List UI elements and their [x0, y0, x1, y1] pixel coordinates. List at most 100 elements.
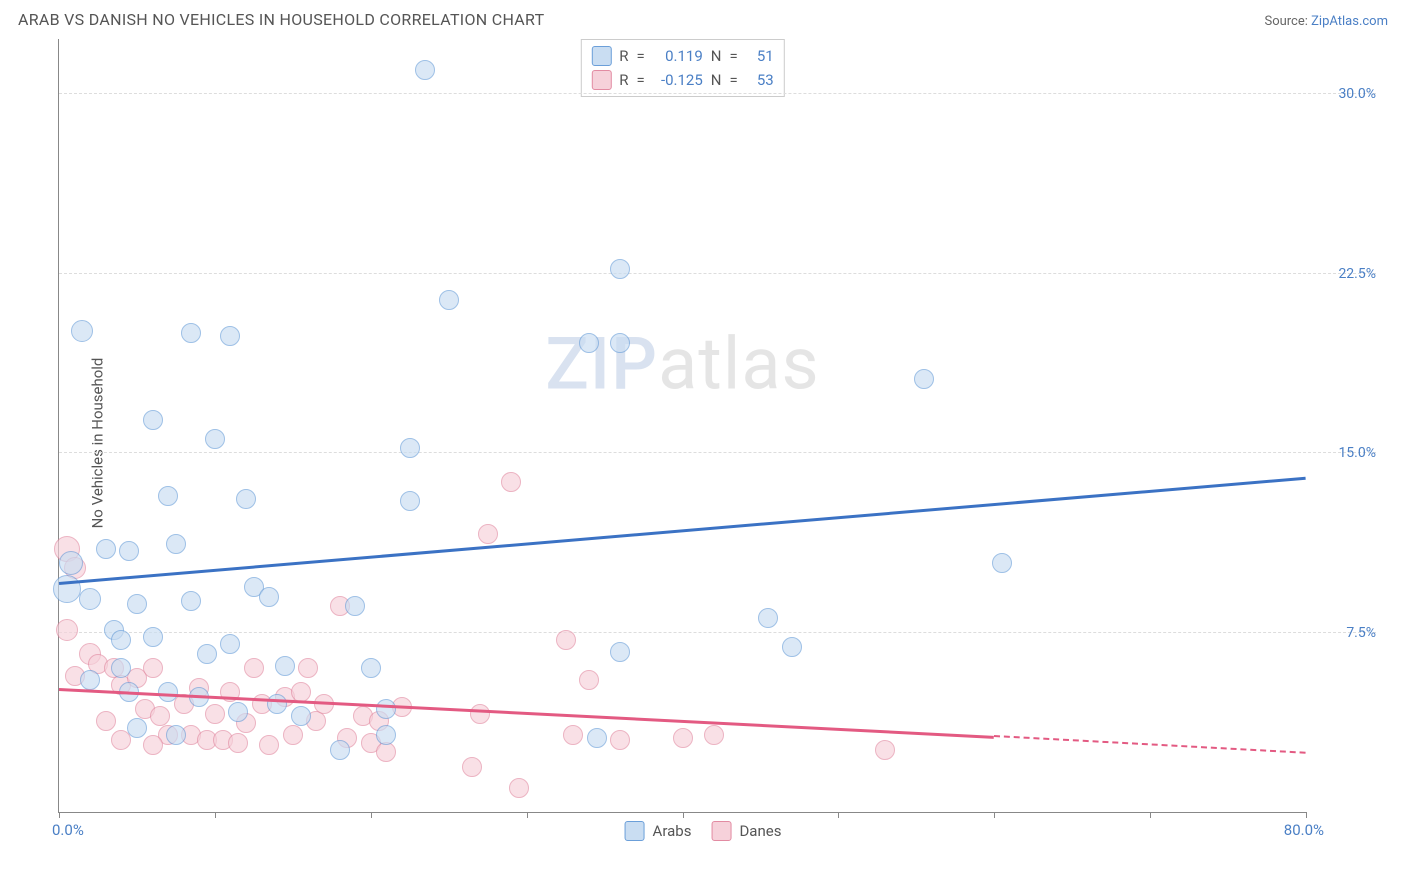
scatter-point: [80, 670, 100, 690]
scatter-point: [610, 333, 630, 353]
scatter-point: [478, 524, 498, 544]
scatter-point: [587, 728, 607, 748]
scatter-point: [267, 694, 287, 714]
swatch-arabs: [591, 46, 611, 66]
legend-row-arabs: R = 0.119 N = 51: [591, 44, 773, 68]
title-row: ARAB VS DANISH NO VEHICLES IN HOUSEHOLD …: [10, 10, 1396, 33]
gridline: [59, 632, 1376, 633]
x-min-label: 0.0%: [52, 821, 84, 839]
scatter-point: [158, 486, 178, 506]
scatter-point: [228, 733, 248, 753]
chart-title: ARAB VS DANISH NO VEHICLES IN HOUSEHOLD …: [18, 10, 544, 29]
scatter-point: [462, 757, 482, 777]
scatter-point: [127, 718, 147, 738]
scatter-point: [228, 702, 248, 722]
scatter-point: [59, 551, 83, 575]
legend-R-danes: -0.125: [653, 68, 703, 92]
chart-container: ARAB VS DANISH NO VEHICLES IN HOUSEHOLD …: [10, 10, 1396, 882]
scatter-point: [376, 699, 396, 719]
scatter-point: [400, 438, 420, 458]
scatter-point: [704, 725, 724, 745]
legend-N-danes: 53: [746, 68, 774, 92]
swatch-danes-bottom: [711, 821, 731, 841]
scatter-point: [79, 588, 101, 610]
scatter-point: [509, 778, 529, 798]
y-tick-label: 22.5%: [1338, 266, 1376, 282]
scatter-point: [259, 587, 279, 607]
legend-item-arabs: Arabs: [625, 821, 692, 841]
gridline: [59, 452, 1376, 453]
x-tick: [371, 812, 372, 818]
scatter-point: [400, 491, 420, 511]
scatter-point: [470, 704, 490, 724]
legend-row-danes: R = -0.125 N = 53: [591, 68, 773, 92]
source-text: Source: ZipAtlas.com: [1264, 14, 1388, 29]
scatter-point: [579, 333, 599, 353]
plot-wrap: No Vehicles in Household ZIPatlas R = 0.…: [10, 33, 1396, 853]
scatter-point: [150, 706, 170, 726]
scatter-point: [291, 706, 311, 726]
scatter-point: [244, 658, 264, 678]
scatter-point: [345, 596, 365, 616]
scatter-point: [205, 704, 225, 724]
scatter-point: [439, 290, 459, 310]
legend-R-label: R: [619, 44, 628, 68]
y-tick-label: 15.0%: [1338, 445, 1376, 461]
gridline: [59, 93, 1376, 94]
scatter-point: [415, 60, 435, 80]
scatter-point: [111, 630, 131, 650]
scatter-point: [992, 553, 1012, 573]
x-tick: [1306, 812, 1307, 818]
scatter-point: [914, 369, 934, 389]
scatter-point: [361, 658, 381, 678]
scatter-point: [283, 725, 303, 745]
scatter-point: [96, 539, 116, 559]
scatter-point: [259, 735, 279, 755]
scatter-point: [563, 725, 583, 745]
x-tick: [215, 812, 216, 818]
source-prefix: Source:: [1264, 14, 1311, 29]
scatter-point: [673, 728, 693, 748]
scatter-point: [610, 259, 630, 279]
scatter-point: [330, 740, 350, 760]
source-link[interactable]: ZipAtlas.com: [1311, 14, 1388, 29]
scatter-point: [119, 541, 139, 561]
legend-R-arabs: 0.119: [653, 44, 703, 68]
x-tick: [683, 812, 684, 818]
x-max-label: 80.0%: [1284, 821, 1324, 839]
scatter-point: [143, 658, 163, 678]
x-tick: [527, 812, 528, 818]
scatter-point: [166, 534, 186, 554]
scatter-point: [236, 489, 256, 509]
scatter-point: [166, 725, 186, 745]
scatter-point: [111, 658, 131, 678]
series-name-danes: Danes: [739, 822, 781, 840]
scatter-point: [143, 735, 163, 755]
gridline: [59, 273, 1376, 274]
scatter-point: [143, 627, 163, 647]
x-tick: [994, 812, 995, 818]
scatter-point: [96, 711, 116, 731]
scatter-point: [758, 608, 778, 628]
scatter-point: [143, 410, 163, 430]
scatter-point: [127, 594, 147, 614]
scatter-point: [376, 725, 396, 745]
scatter-point: [556, 630, 576, 650]
y-tick-label: 30.0%: [1338, 86, 1376, 102]
scatter-point: [501, 472, 521, 492]
scatter-point: [610, 642, 630, 662]
swatch-danes: [591, 70, 611, 90]
watermark-rest: atlas: [658, 321, 820, 406]
scatter-point: [197, 644, 217, 664]
scatter-point: [181, 323, 201, 343]
series-name-arabs: Arabs: [653, 822, 692, 840]
x-tick: [1150, 812, 1151, 818]
scatter-point: [875, 740, 895, 760]
legend-N-label: N: [711, 44, 722, 68]
scatter-point: [610, 730, 630, 750]
scatter-point: [782, 637, 802, 657]
x-tick: [838, 812, 839, 818]
scatter-point: [205, 429, 225, 449]
watermark-zip: ZIP: [545, 321, 658, 406]
legend-item-danes: Danes: [711, 821, 781, 841]
